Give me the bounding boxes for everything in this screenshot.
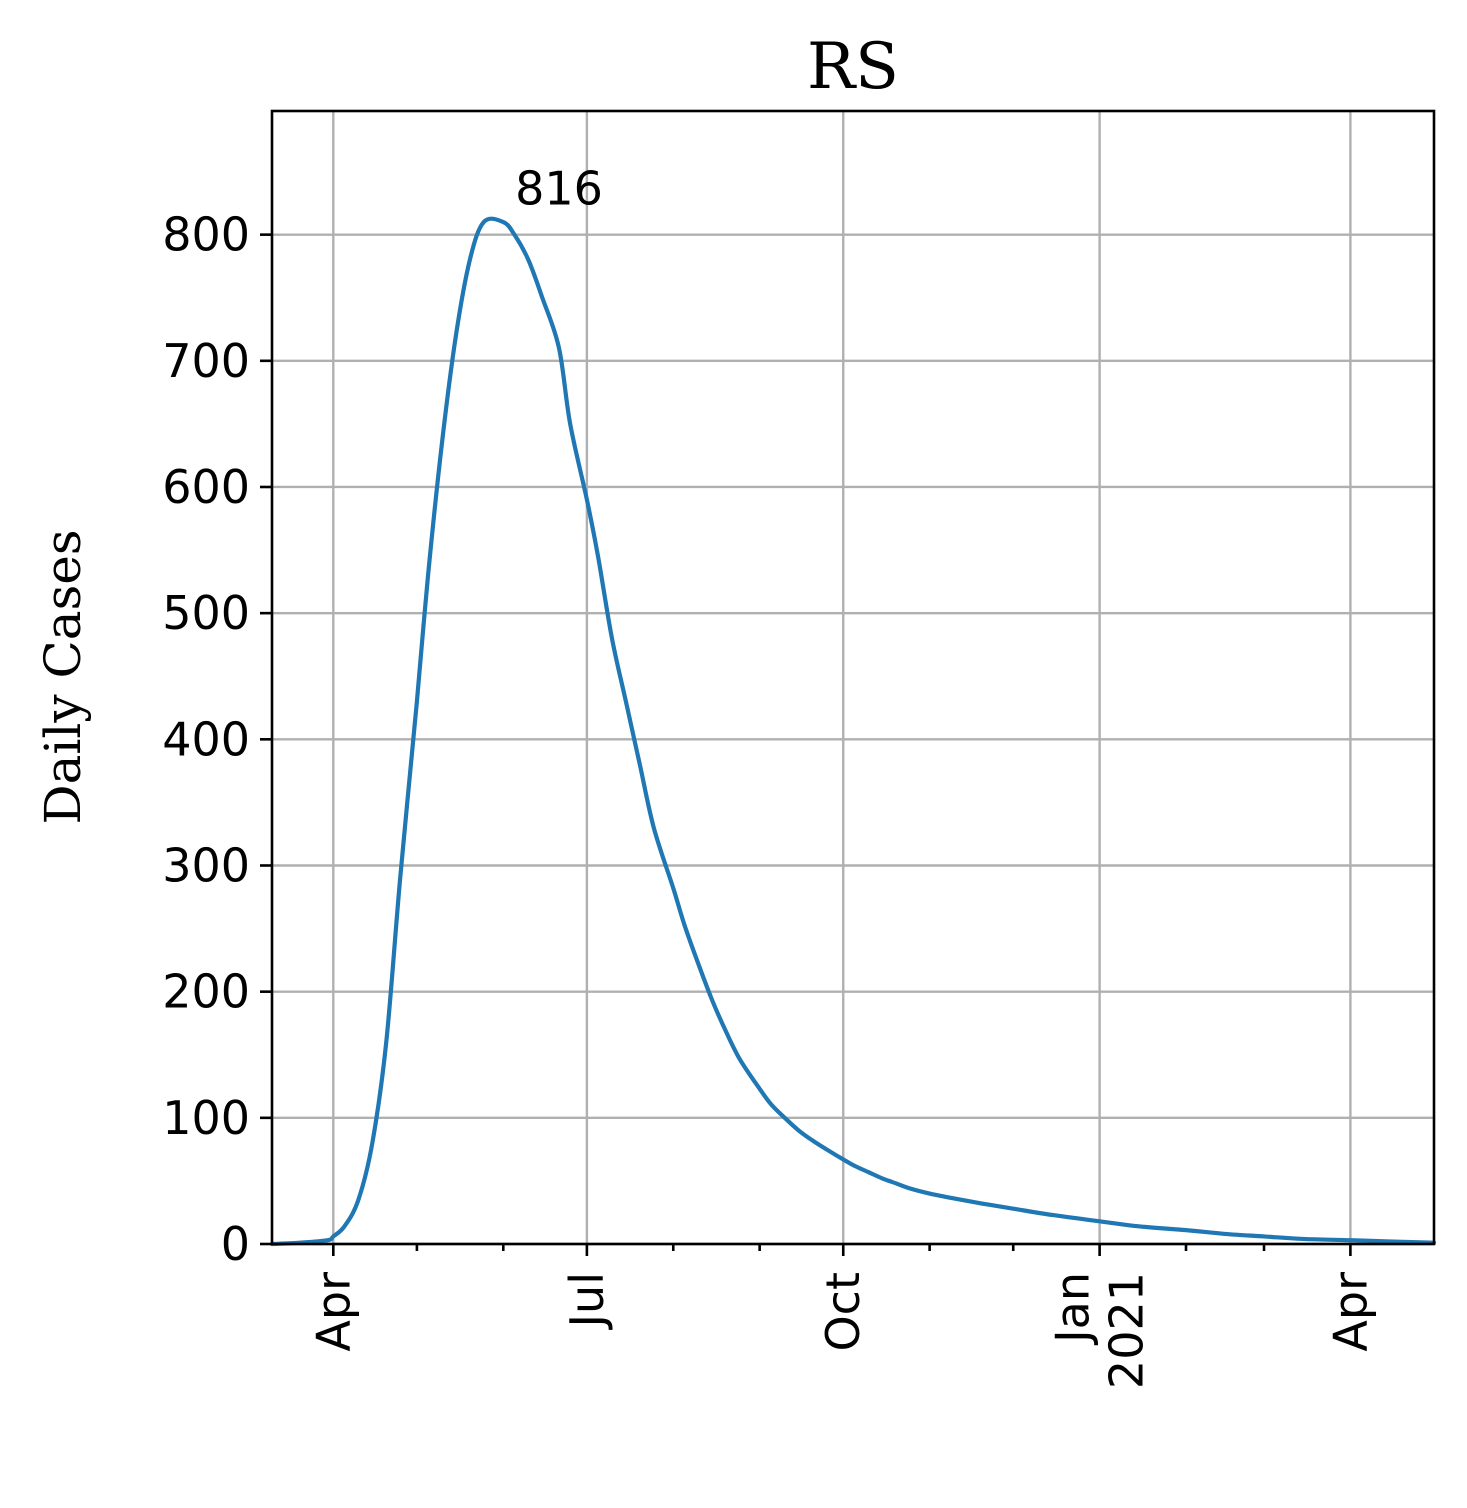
- axis-ticks: 0 100 200 300 400 500 600 700 800 Apr Jul Oct Jan 202…: [162, 208, 1377, 1389]
- chart-title: RS: [807, 30, 899, 104]
- x-tick-label: Oct: [816, 1272, 870, 1352]
- gridlines: [272, 111, 1434, 1246]
- y-tick-label: 500: [162, 586, 250, 640]
- x-tick-label-group: Apr: [1323, 1272, 1377, 1352]
- series-line: [269, 216, 1437, 1247]
- y-axis-label: Daily Cases: [34, 530, 92, 825]
- x-tick-label: 2021: [1100, 1272, 1154, 1389]
- y-tick-label: 200: [162, 965, 250, 1019]
- peak-annotation: 816: [515, 161, 603, 215]
- y-tick-label: 100: [162, 1091, 250, 1145]
- y-tick-label: 600: [162, 460, 250, 514]
- x-tick-label: Jan: [1046, 1272, 1100, 1346]
- axes-frame: [270, 109, 1436, 1246]
- y-tick-label: 800: [162, 208, 250, 262]
- y-tick-label: 700: [162, 334, 250, 388]
- x-tick-label: Apr: [1323, 1272, 1377, 1352]
- x-tick-label-group: Oct: [816, 1272, 870, 1352]
- x-tick-label-group: Jan 2021: [1046, 1272, 1154, 1389]
- plot-area: 816: [269, 161, 1437, 1247]
- y-tick-label: 0: [221, 1217, 250, 1271]
- x-tick-label: Apr: [306, 1272, 360, 1352]
- x-tick-label-group: Apr: [306, 1272, 360, 1352]
- y-tick-label: 400: [162, 712, 250, 766]
- x-tick-label: Jul: [560, 1272, 614, 1331]
- x-tick-label-group: Jul: [560, 1272, 614, 1331]
- y-tick-label: 300: [162, 838, 250, 892]
